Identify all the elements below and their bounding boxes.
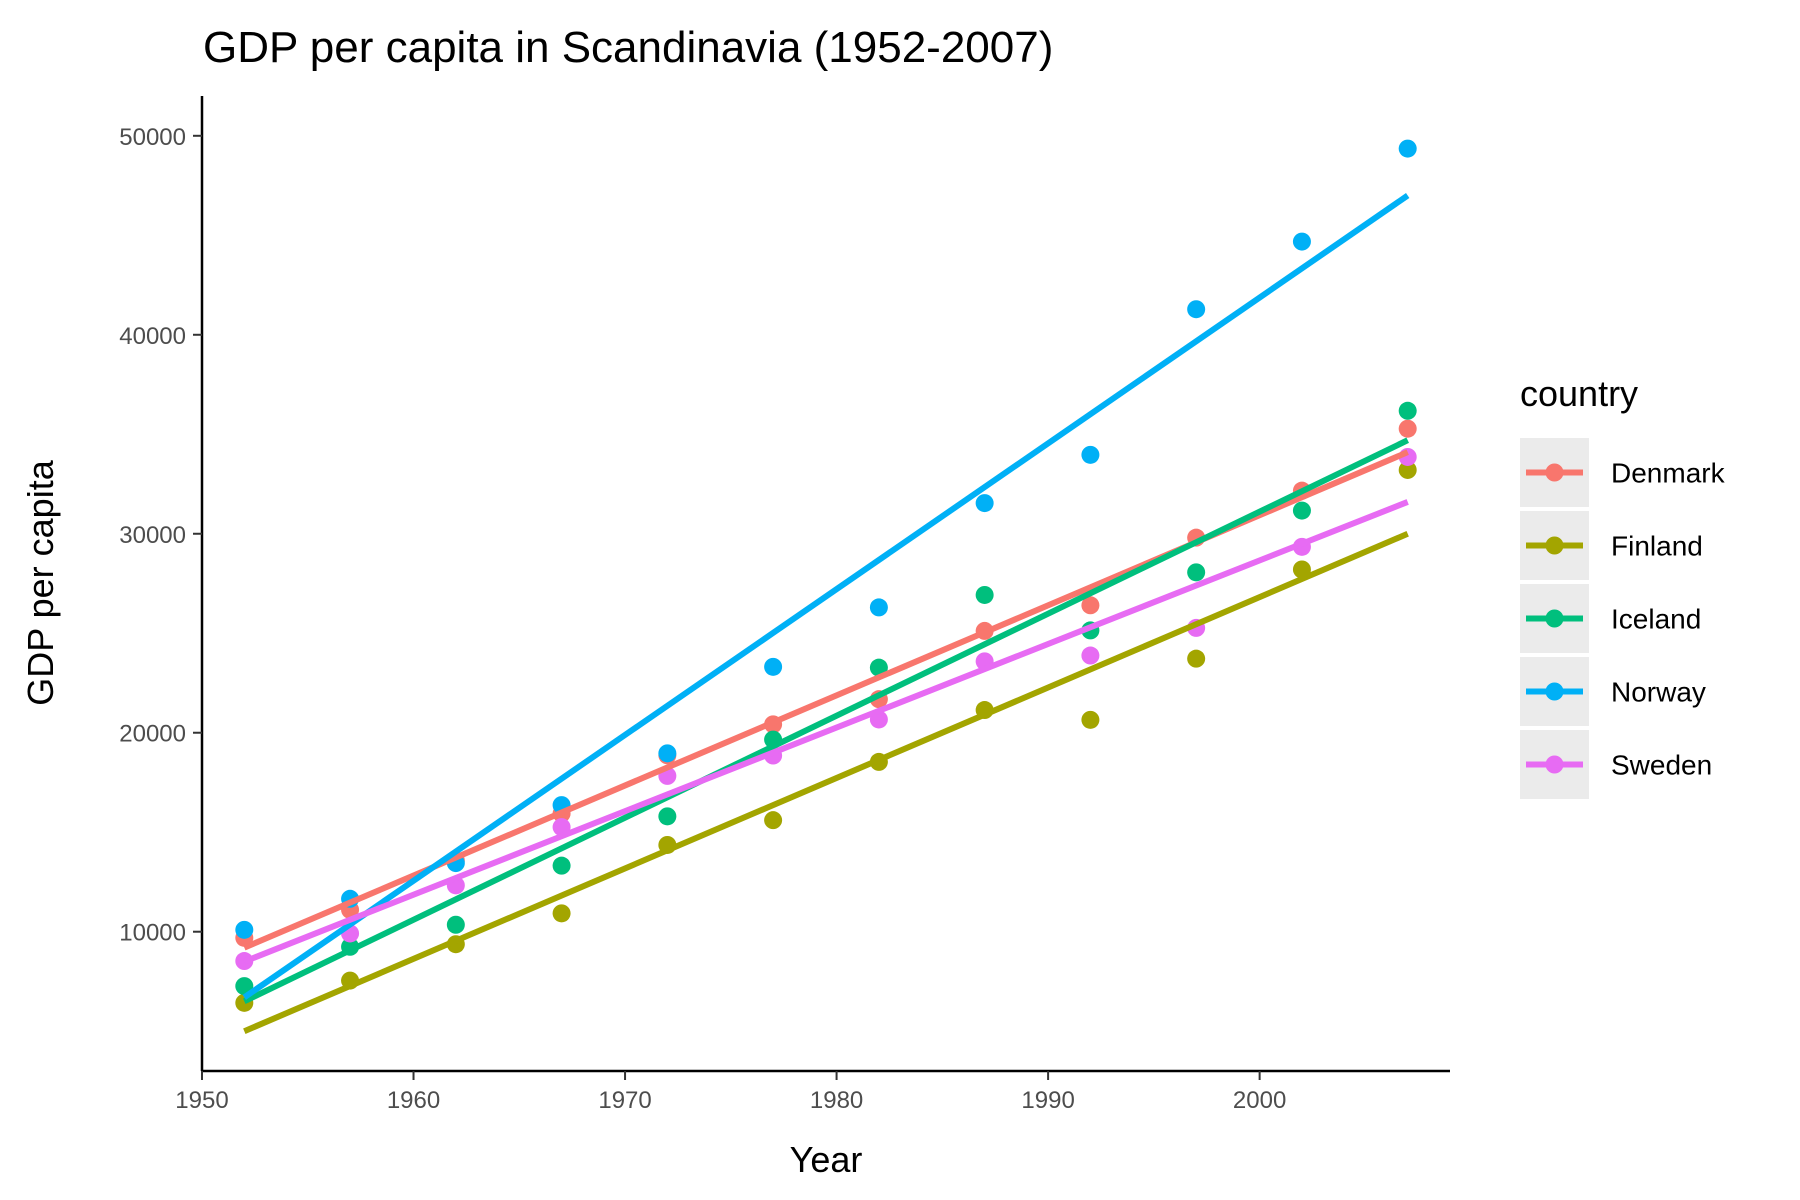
x-axis-title: Year xyxy=(790,1139,863,1180)
point-iceland-1962 xyxy=(446,915,465,934)
point-iceland-1997 xyxy=(1187,563,1206,582)
x-tick-label-1990: 1990 xyxy=(1021,1087,1074,1114)
x-tick-label-1950: 1950 xyxy=(175,1087,228,1114)
point-denmark-2007 xyxy=(1398,419,1417,438)
chart-title: GDP per capita in Scandinavia (1952-2007… xyxy=(203,23,1053,72)
trend-line-norway xyxy=(242,193,1410,1000)
series-norway xyxy=(235,139,1417,939)
point-finland-1977 xyxy=(764,811,783,830)
point-finland-1997 xyxy=(1187,649,1206,668)
x-axis-ticks: 1950 1960 1970 1980 1990 2000 xyxy=(175,1071,1286,1114)
point-finland-1967 xyxy=(552,904,571,923)
point-norway-1992 xyxy=(1081,445,1100,464)
trend-line-finland xyxy=(243,530,1409,1034)
point-sweden-1992 xyxy=(1081,646,1100,665)
series-denmark xyxy=(235,419,1417,947)
point-norway-1952 xyxy=(235,920,254,939)
x-tick-label-2000: 2000 xyxy=(1233,1087,1286,1114)
point-iceland-2007 xyxy=(1398,401,1417,420)
point-iceland-1987 xyxy=(975,585,994,604)
x-tick-label-1970: 1970 xyxy=(598,1087,651,1114)
legend-key-point xyxy=(1545,682,1564,701)
y-axis-ticks: 10000 20000 30000 40000 50000 xyxy=(119,124,202,947)
point-iceland-2002 xyxy=(1292,501,1311,520)
point-iceland-1982 xyxy=(869,658,888,677)
y-tick-label-40000: 40000 xyxy=(119,323,186,350)
legend-label-denmark: Denmark xyxy=(1611,458,1726,489)
y-tick-label-30000: 30000 xyxy=(119,522,186,549)
legend: Denmark Finland Iceland Norway Sweden xyxy=(1520,438,1726,799)
point-denmark-1992 xyxy=(1081,596,1100,615)
point-iceland-1972 xyxy=(658,807,677,826)
legend-label-finland: Finland xyxy=(1611,531,1703,562)
point-finland-1992 xyxy=(1081,710,1100,729)
trend-line-iceland xyxy=(243,437,1409,1005)
series-finland xyxy=(235,460,1417,1012)
point-norway-1997 xyxy=(1187,300,1206,319)
legend-item-norway: Norway xyxy=(1520,657,1706,726)
point-finland-2007 xyxy=(1398,460,1417,479)
point-iceland-1952 xyxy=(235,977,254,996)
point-norway-2007 xyxy=(1398,139,1417,158)
legend-key-point xyxy=(1545,463,1564,482)
x-tick-label-1980: 1980 xyxy=(810,1087,863,1114)
legend-label-iceland: Iceland xyxy=(1611,604,1701,635)
legend-item-iceland: Iceland xyxy=(1520,584,1701,653)
point-norway-1987 xyxy=(975,494,994,513)
point-norway-1982 xyxy=(869,598,888,617)
x-tick-label-1960: 1960 xyxy=(387,1087,440,1114)
legend-title: country xyxy=(1520,373,1638,414)
legend-key-point xyxy=(1545,536,1564,555)
legend-key-point xyxy=(1545,755,1564,774)
series-iceland xyxy=(235,401,1417,996)
legend-label-norway: Norway xyxy=(1611,677,1706,708)
point-norway-2002 xyxy=(1292,232,1311,251)
legend-item-denmark: Denmark xyxy=(1520,438,1726,507)
legend-key-point xyxy=(1545,609,1564,628)
y-tick-label-10000: 10000 xyxy=(119,920,186,947)
legend-item-finland: Finland xyxy=(1520,511,1703,580)
point-norway-1972 xyxy=(658,744,677,763)
y-tick-label-50000: 50000 xyxy=(119,124,186,151)
plot-area xyxy=(235,139,1417,1034)
y-axis-title: GDP per capita xyxy=(20,459,61,705)
trend-line-sweden xyxy=(243,499,1409,965)
point-iceland-1967 xyxy=(552,856,571,875)
legend-item-sweden: Sweden xyxy=(1520,730,1712,799)
y-tick-label-20000: 20000 xyxy=(119,721,186,748)
legend-label-sweden: Sweden xyxy=(1611,750,1712,781)
point-norway-1977 xyxy=(764,657,783,676)
